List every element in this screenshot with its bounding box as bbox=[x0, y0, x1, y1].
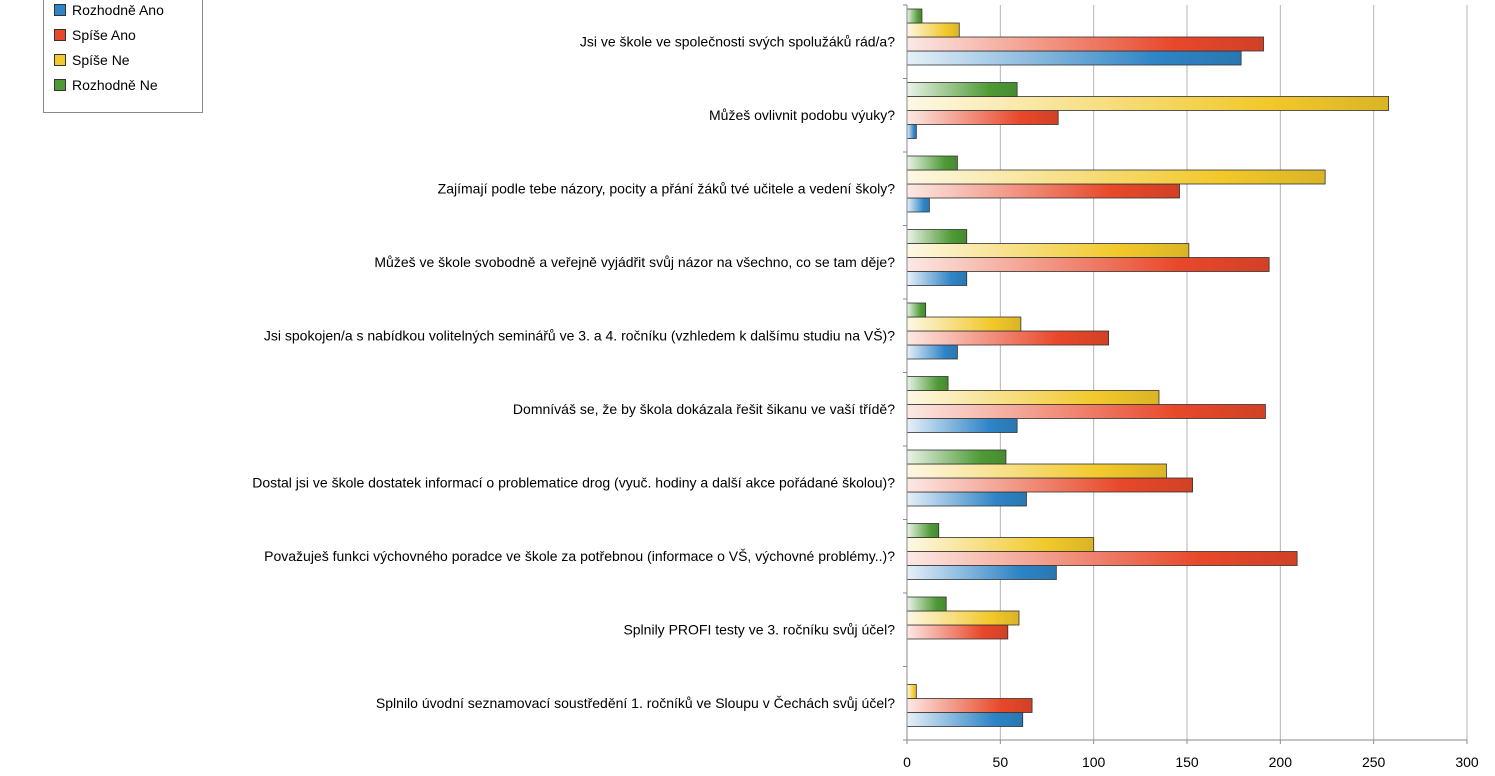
bar-rozhodne-ano bbox=[906, 418, 1018, 433]
bar-spise-ne bbox=[906, 243, 1190, 258]
bar-rozhodne-ano bbox=[906, 124, 917, 139]
category-labels: Jsi ve škole ve společnosti svých spoluž… bbox=[252, 33, 895, 711]
bar-rozhodne-ano bbox=[906, 491, 1027, 507]
bar-rozhodne-ne bbox=[906, 596, 947, 612]
bar-rozhodne-ano bbox=[906, 271, 968, 286]
x-tick-labels: 0 50 100 150 200 250 300 bbox=[903, 754, 1479, 770]
bar-spise-ne bbox=[906, 96, 1390, 111]
bar-spise-ano bbox=[906, 183, 1180, 199]
bar-spise-ne bbox=[906, 537, 1095, 552]
bar-rozhodne-ne bbox=[906, 82, 1018, 97]
bar-rozhodne-ne bbox=[906, 229, 968, 244]
bar-spise-ano bbox=[906, 404, 1266, 419]
bar-spise-ne bbox=[906, 610, 1020, 626]
bar-spise-ano bbox=[906, 477, 1194, 493]
legend-swatch-spise-ano bbox=[54, 29, 66, 41]
bar-spise-ne bbox=[906, 684, 917, 699]
bar-rozhodne-ano bbox=[906, 344, 958, 360]
category-label: Považuješ funkci výchovného poradce ve š… bbox=[264, 548, 895, 564]
bar-spise-ne bbox=[906, 463, 1167, 479]
category-label: Splnily PROFI testy ve 3. ročníku svůj ú… bbox=[623, 621, 895, 637]
x-tick-label: 300 bbox=[1455, 754, 1479, 770]
category-label: Domníváš se, že by škola dokázala řešit … bbox=[513, 401, 895, 417]
category-label: Dostal jsi ve škole dostatek informací o… bbox=[252, 474, 895, 490]
x-tick-label: 100 bbox=[1082, 754, 1106, 770]
x-tick-label: 200 bbox=[1269, 754, 1293, 770]
x-tick-label: 0 bbox=[903, 754, 911, 770]
legend-swatch-spise-ne bbox=[54, 54, 66, 66]
category-label: Splnilo úvodní seznamovací soustředění 1… bbox=[376, 695, 895, 711]
x-tick-label: 150 bbox=[1175, 754, 1199, 770]
bar-spise-ano bbox=[906, 698, 1033, 713]
bar-rozhodne-ano bbox=[906, 50, 1242, 66]
category-label: Jsi ve škole ve společnosti svých spoluž… bbox=[580, 33, 895, 49]
bar-spise-ano bbox=[906, 257, 1270, 272]
bar-rozhodne-ne bbox=[906, 155, 958, 171]
bar-rozhodne-ano bbox=[906, 565, 1057, 580]
bar-rozhodne-ano bbox=[906, 197, 930, 213]
bar-spise-ano bbox=[906, 330, 1110, 346]
category-label: Jsi spokojen/a s nabídkou volitelných se… bbox=[264, 327, 895, 343]
bar-rozhodne-ano bbox=[906, 712, 1024, 727]
bars bbox=[906, 8, 1390, 727]
legend-item-spise-ne: Spíše Ne bbox=[54, 50, 130, 70]
legend-swatch-rozhodne-ne bbox=[54, 79, 66, 91]
bar-spise-ne bbox=[906, 390, 1160, 405]
legend-swatch-rozhodne-ano bbox=[54, 4, 66, 16]
bar-spise-ano bbox=[906, 551, 1298, 566]
legend-label: Rozhodně Ne bbox=[72, 77, 158, 93]
bar-spise-ano bbox=[906, 110, 1059, 125]
legend-item-rozhodne-ano: Rozhodně Ano bbox=[54, 0, 164, 20]
grid-lines bbox=[906, 5, 1468, 740]
bar-spise-ano bbox=[906, 624, 1009, 640]
legend-item-spise-ano: Spíše Ano bbox=[54, 25, 136, 45]
bar-spise-ano bbox=[906, 36, 1264, 52]
bar-rozhodne-ne bbox=[906, 8, 923, 24]
category-label: Můžeš ve škole svobodně a veřejně vyjádř… bbox=[374, 254, 895, 270]
bar-rozhodne-ne bbox=[906, 449, 1007, 465]
legend-label: Spíše Ne bbox=[72, 52, 130, 68]
x-tick-label: 250 bbox=[1362, 754, 1386, 770]
category-label: Zajímají podle tebe názory, pocity a přá… bbox=[438, 180, 896, 196]
legend-item-rozhodne-ne: Rozhodně Ne bbox=[54, 75, 158, 95]
legend: Rozhodně Ano Spíše Ano Spíše Ne Rozhodně… bbox=[43, 0, 203, 113]
bar-rozhodne-ne bbox=[906, 523, 940, 538]
bar-rozhodne-ne bbox=[906, 302, 927, 318]
legend-label: Rozhodně Ano bbox=[72, 2, 164, 18]
category-label: Můžeš ovlivnit podobu výuky? bbox=[709, 107, 895, 123]
legend-label: Spíše Ano bbox=[72, 27, 136, 43]
axes bbox=[903, 4, 1468, 744]
bar-rozhodne-ne bbox=[906, 376, 949, 391]
x-tick-label: 50 bbox=[993, 754, 1009, 770]
bar-spise-ne bbox=[906, 22, 960, 38]
bar-spise-ne bbox=[906, 316, 1022, 332]
bar-spise-ne bbox=[906, 169, 1326, 185]
